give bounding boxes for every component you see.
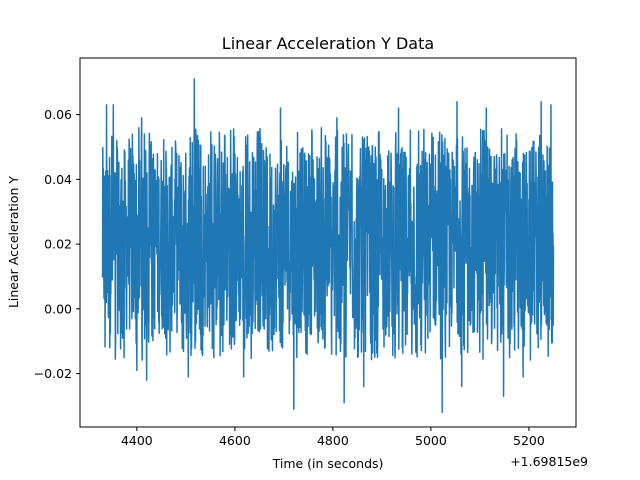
y-axis-label: Linear Acceleration Y	[6, 176, 21, 308]
x-tick-label: 4400	[121, 433, 153, 448]
x-tick-label: 5000	[415, 433, 447, 448]
plot-frame	[79, 57, 577, 428]
series-layer	[101, 78, 555, 414]
y-tick-label: 0.04	[44, 172, 72, 187]
y-tick-label: 0.02	[44, 237, 72, 252]
x-tick-label: 4600	[219, 433, 251, 448]
y-tick-label: 0.06	[44, 107, 72, 122]
x-axis-label: Time (in seconds)	[272, 456, 384, 471]
axis-layer: 4400 4600 4800 5000 5200 −0.02 0.00 0.02 0.04 0.0…	[34, 57, 577, 448]
y-tick-label: 0.00	[44, 301, 72, 316]
chart-title: Linear Acceleration Y Data	[222, 34, 434, 53]
y-tick-label: −0.02	[34, 366, 72, 381]
x-tick-label: 4800	[317, 433, 349, 448]
x-tick-label: 5200	[513, 433, 545, 448]
series-line	[101, 78, 555, 414]
x-offset-label: +1.69815e9	[510, 454, 588, 469]
